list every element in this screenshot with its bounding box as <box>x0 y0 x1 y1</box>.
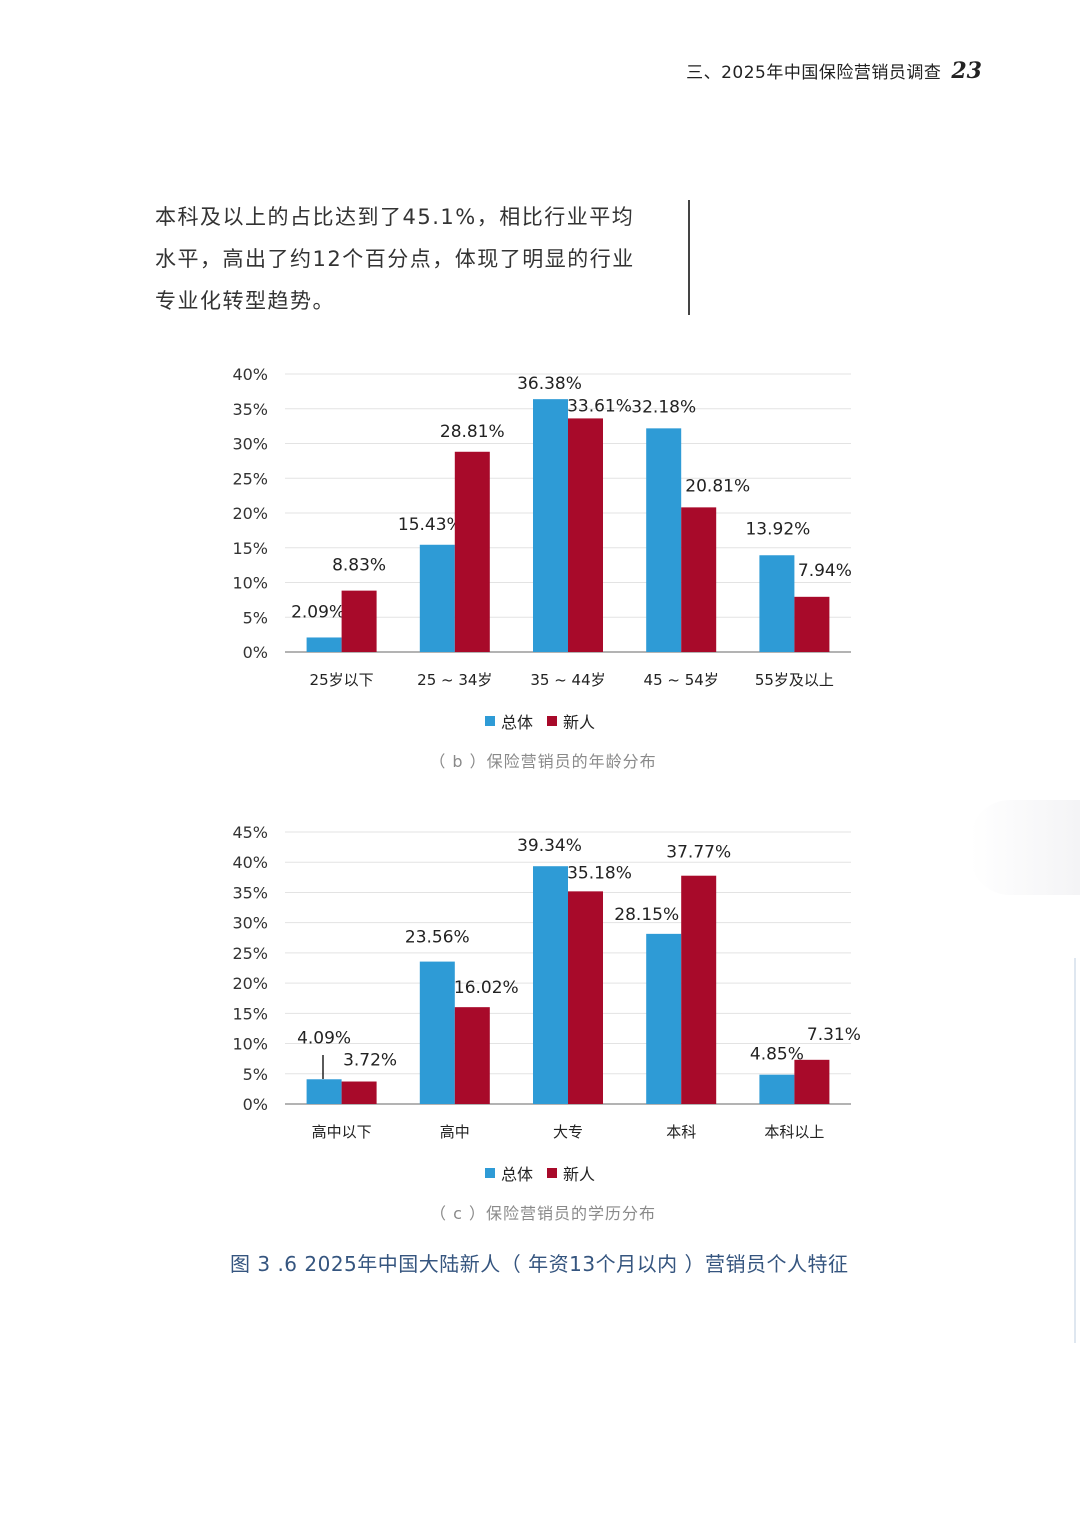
y-tick-label: 20% <box>232 974 268 993</box>
education-chart-caption: （ c ）保险营销员的学历分布 <box>430 1204 656 1223</box>
bar-newcomer <box>681 507 717 652</box>
data-label: 36.38% <box>517 374 582 394</box>
paragraph-divider <box>688 200 690 315</box>
age-chart-caption: （ b ）保险营销员的年龄分布 <box>429 752 657 771</box>
x-category-label: 45 ~ 54岁 <box>644 671 719 689</box>
data-label: 20.81% <box>685 476 750 496</box>
paragraph-line: 本科及以上的占比达到了45.1%，相比行业平均 <box>155 205 635 229</box>
y-tick-label: 40% <box>232 365 268 384</box>
page-edge-line <box>1074 958 1076 1343</box>
intro-paragraph: 本科及以上的占比达到了45.1%，相比行业平均 水平，高出了约12个百分点，体现… <box>155 196 683 322</box>
bar-newcomer <box>794 596 830 652</box>
bar-overall <box>533 399 568 652</box>
data-label: 8.83% <box>332 556 386 576</box>
bar-newcomer <box>341 590 377 652</box>
legend-swatch-overall <box>484 716 495 726</box>
paragraph-line: 专业化转型趋势。 <box>155 289 335 313</box>
y-tick-label: 20% <box>232 504 268 523</box>
data-label: 13.92% <box>745 519 810 539</box>
y-tick-label: 35% <box>232 883 268 902</box>
y-tick-label: 45% <box>232 823 268 842</box>
data-label: 37.77% <box>666 843 731 863</box>
y-tick-label: 10% <box>232 1035 268 1054</box>
x-category-label: 大专 <box>553 1123 583 1141</box>
bar-newcomer <box>794 1059 830 1104</box>
legend-label-overall: 总体 <box>500 1165 533 1184</box>
paragraph-line: 水平，高出了约12个百分点，体现了明显的行业 <box>155 247 635 271</box>
bar-overall <box>646 933 682 1104</box>
data-label: 28.15% <box>614 905 679 925</box>
data-label: 33.61% <box>567 396 632 416</box>
y-tick-label: 25% <box>232 469 268 488</box>
y-tick-label: 30% <box>232 914 268 933</box>
y-tick-label: 0% <box>243 1095 268 1114</box>
y-tick-label: 40% <box>232 853 268 872</box>
bar-newcomer <box>454 1007 490 1104</box>
y-tick-label: 35% <box>232 400 268 419</box>
y-tick-label: 0% <box>243 643 268 662</box>
bar-overall <box>419 544 455 652</box>
data-label: 7.31% <box>807 1025 861 1045</box>
education-chart-legend: 总体 新人 <box>0 1161 1080 1185</box>
page-number: 23 <box>951 58 982 84</box>
x-category-label: 35 ~ 44岁 <box>530 671 605 689</box>
y-tick-label: 5% <box>243 1065 268 1084</box>
data-label: 39.34% <box>517 836 582 856</box>
page-edge-shadow <box>970 800 1080 895</box>
legend-item-newcomer: 新人 <box>547 709 595 733</box>
bar-overall <box>419 961 455 1104</box>
chapter-title: 三、2025年中国保险营销员调查 <box>686 63 942 83</box>
legend-label-newcomer: 新人 <box>563 1165 596 1184</box>
y-tick-label: 15% <box>232 1004 268 1023</box>
data-label: 16.02% <box>454 978 519 998</box>
data-label: 2.09% <box>291 602 345 622</box>
x-category-label: 本科 <box>666 1123 696 1141</box>
age-distribution-chart: 0% 5% 10% 15% 20% 25% 30% 35% 40% 2.09% 8.83% 25岁以下… <box>232 365 852 689</box>
bar-newcomer <box>681 875 717 1104</box>
figure-title: 图 3 .6 2025年中国大陆新人（ 年资13个月以内 ）营销员个人特征 <box>230 1252 849 1276</box>
bar-overall <box>306 1079 342 1104</box>
x-category-label: 高中 <box>440 1123 470 1141</box>
legend-label-overall: 总体 <box>500 713 533 732</box>
bar-overall <box>646 428 682 652</box>
legend-swatch-overall <box>484 1168 495 1178</box>
bar-newcomer <box>454 451 490 652</box>
legend-item-overall: 总体 <box>484 1161 533 1185</box>
page-header: 三、2025年中国保险营销员调查 23 <box>686 58 982 84</box>
x-category-label: 本科以上 <box>764 1123 824 1141</box>
x-category-label: 25岁以下 <box>310 671 374 689</box>
x-category-label: 25 ~ 34岁 <box>417 671 492 689</box>
y-tick-label: 30% <box>232 435 268 454</box>
y-tick-label: 15% <box>232 539 268 558</box>
data-label: 4.85% <box>750 1045 804 1065</box>
x-category-label: 55岁及以上 <box>755 671 834 689</box>
y-tick-label: 10% <box>232 574 268 593</box>
legend-item-newcomer: 新人 <box>547 1161 595 1185</box>
data-label: 4.09% <box>297 1028 351 1048</box>
bar-newcomer <box>568 418 603 652</box>
legend-item-overall: 总体 <box>484 709 533 733</box>
bar-newcomer <box>341 1081 377 1104</box>
bar-overall <box>306 637 342 652</box>
bar-overall <box>759 1074 795 1104</box>
bar-overall <box>759 555 795 652</box>
y-tick-label: 5% <box>243 608 268 627</box>
data-label: 35.18% <box>567 863 632 883</box>
data-label: 23.56% <box>405 928 470 948</box>
age-chart-legend: 总体 新人 <box>0 709 1080 733</box>
data-label: 32.18% <box>631 397 696 417</box>
data-label: 3.72% <box>343 1051 397 1071</box>
data-label: 15.43% <box>398 515 463 535</box>
y-tick-label: 25% <box>232 944 268 963</box>
data-label: 7.94% <box>798 561 852 581</box>
education-distribution-chart: 0% 5% 10% 15% 20% 25% 30% 35% 40% 45% 4.09% 3.72% 高中… <box>232 823 861 1141</box>
legend-swatch-newcomer <box>547 716 557 726</box>
legend-label-newcomer: 新人 <box>563 713 596 732</box>
bar-overall <box>533 866 568 1104</box>
bar-newcomer <box>568 891 603 1104</box>
x-category-label: 高中以下 <box>312 1123 372 1141</box>
data-label: 28.81% <box>440 422 505 442</box>
legend-swatch-newcomer <box>547 1168 557 1178</box>
